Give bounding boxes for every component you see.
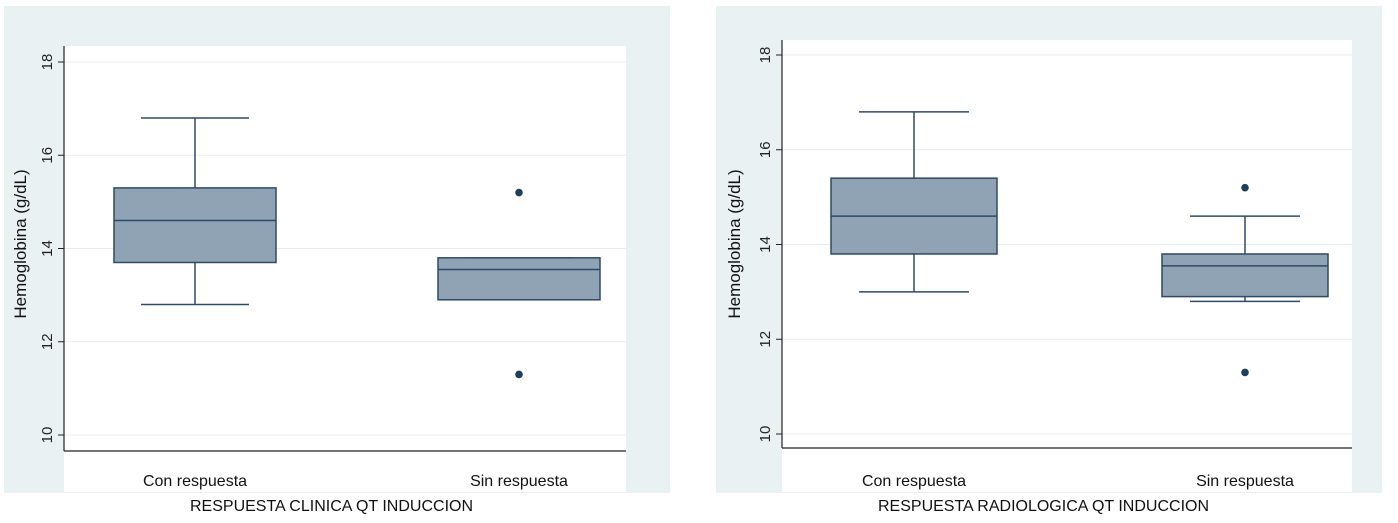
y-tick-label: 12	[757, 331, 774, 348]
box-1	[437, 188, 601, 379]
outlier-point	[515, 370, 523, 379]
spacer	[722, 448, 752, 449]
iqr-box	[113, 187, 277, 264]
y-tick-label: 10	[757, 426, 774, 443]
y-tick-label: 10	[39, 427, 56, 444]
y-tick-label: 14	[39, 240, 56, 257]
spacer	[4, 451, 34, 452]
x-category-label: Con respuesta	[143, 473, 247, 490]
y-tick-label: 16	[757, 141, 774, 158]
y-tick-label: 14	[757, 236, 774, 253]
outlier-point	[1241, 368, 1249, 377]
x-category-label: Sin respuesta	[1196, 473, 1294, 490]
iqr-box	[1161, 253, 1329, 298]
box-1	[1161, 183, 1329, 377]
y-tick-label: 16	[39, 147, 56, 164]
outlier-point	[515, 188, 523, 197]
y-tick-label: 12	[39, 333, 56, 350]
y-tick-label: 18	[757, 47, 774, 64]
chart-0: 10 12 14 16 18 Hemoglobina (g/dL) Con respuest…	[4, 46, 626, 492]
x-axis-title-left: RESPUESTA CLINICA QT INDUCCION	[190, 498, 474, 515]
y-axis-title: Hemoglobina (g/dL)	[725, 169, 744, 318]
y-tick-label: 18	[39, 54, 56, 71]
chart-1: 10 12 14 16 18 Hemoglobina (g/dL) Con respuest…	[722, 40, 1352, 492]
outlier-point	[1241, 183, 1249, 192]
x-category-label: Con respuesta	[862, 473, 966, 490]
box-0	[830, 111, 998, 293]
box-0	[113, 117, 277, 306]
iqr-box	[437, 257, 601, 301]
x-category-label: Sin respuesta	[470, 473, 568, 490]
x-axis-title-right: RESPUESTA RADIOLOGICA QT INDUCCION	[878, 498, 1210, 515]
y-axis-title: Hemoglobina (g/dL)	[11, 169, 30, 318]
